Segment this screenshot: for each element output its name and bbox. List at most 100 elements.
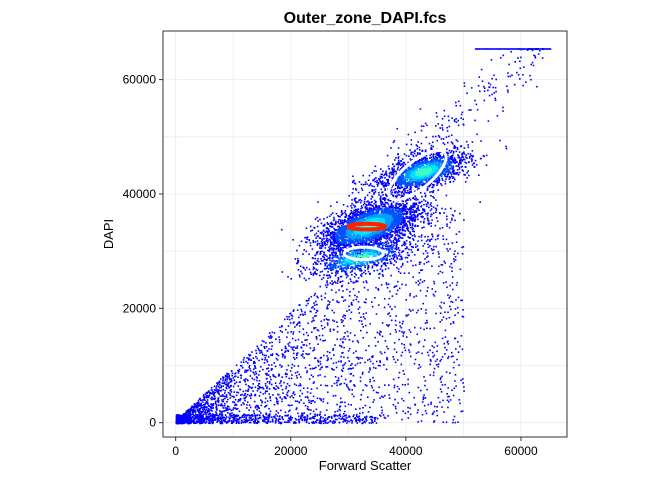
data-point	[394, 319, 397, 322]
data-point	[226, 372, 228, 375]
data-point	[266, 400, 269, 402]
data-point	[316, 413, 319, 416]
data-point	[426, 214, 429, 217]
data-point	[372, 362, 374, 365]
data-point	[253, 360, 255, 363]
data-point	[421, 281, 424, 283]
data-point	[451, 270, 453, 273]
data-point	[393, 139, 396, 142]
data-point	[446, 341, 449, 343]
data-point	[365, 415, 368, 418]
data-point	[397, 376, 400, 379]
data-point	[304, 416, 306, 418]
data-point	[282, 354, 285, 356]
data-point	[223, 395, 226, 398]
data-point	[369, 367, 371, 369]
data-point	[402, 196, 404, 198]
data-point	[422, 396, 425, 398]
data-point	[301, 419, 303, 422]
data-point	[420, 129, 423, 132]
data-point	[395, 261, 398, 263]
data-point	[325, 258, 327, 261]
data-point	[190, 418, 193, 421]
data-point	[455, 118, 457, 120]
data-point	[420, 142, 423, 145]
data-point	[398, 321, 401, 324]
data-point	[331, 280, 333, 282]
data-point	[342, 316, 344, 318]
data-point	[247, 369, 249, 371]
data-point	[392, 356, 394, 358]
data-point	[239, 398, 242, 400]
data-point	[330, 235, 333, 238]
data-point	[300, 354, 303, 356]
data-point	[175, 418, 178, 421]
data-point	[454, 255, 457, 258]
data-point	[443, 212, 445, 214]
data-point	[222, 410, 224, 413]
data-point	[387, 233, 390, 235]
data-point	[324, 296, 326, 299]
data-point	[388, 205, 390, 208]
data-point	[248, 404, 251, 406]
data-point	[271, 331, 274, 334]
data-point	[258, 380, 261, 382]
data-point	[433, 248, 435, 251]
data-point	[457, 306, 459, 309]
data-point	[457, 100, 460, 103]
data-point	[315, 252, 318, 254]
data-point	[366, 194, 369, 197]
data-point	[281, 398, 283, 400]
data-point	[379, 197, 382, 199]
data-point	[257, 417, 260, 420]
data-point	[525, 81, 527, 83]
data-point	[327, 357, 329, 359]
data-point	[306, 266, 308, 269]
data-point	[190, 416, 192, 418]
data-point	[247, 357, 250, 360]
data-point	[272, 374, 274, 376]
data-point	[332, 251, 335, 254]
data-point	[201, 422, 203, 424]
data-point	[322, 230, 325, 232]
data-point	[423, 280, 426, 282]
data-point	[427, 354, 430, 357]
data-point	[344, 401, 346, 404]
data-point	[443, 411, 445, 413]
data-point	[422, 125, 425, 127]
data-point	[245, 395, 248, 398]
data-point	[409, 413, 412, 416]
data-point	[414, 264, 417, 266]
data-point	[339, 223, 341, 225]
data-point	[229, 408, 231, 410]
data-point	[453, 258, 455, 260]
data-point	[266, 386, 269, 388]
data-point	[210, 405, 213, 407]
data-point	[452, 321, 455, 323]
data-point	[321, 334, 324, 337]
data-point	[258, 370, 261, 373]
data-point	[389, 333, 392, 335]
data-point	[439, 127, 441, 129]
data-point	[423, 220, 425, 223]
data-point	[220, 385, 223, 387]
data-point	[238, 410, 241, 413]
data-point	[401, 283, 403, 286]
data-point	[288, 316, 290, 318]
data-point	[294, 417, 297, 420]
data-point	[461, 111, 464, 114]
data-point	[295, 407, 298, 409]
data-point	[229, 392, 231, 395]
data-point	[247, 362, 249, 364]
data-point	[418, 146, 421, 149]
data-point	[332, 395, 335, 397]
data-point	[450, 355, 453, 358]
data-point	[424, 397, 427, 399]
data-point	[436, 204, 439, 207]
data-point	[355, 418, 357, 421]
data-point	[259, 350, 261, 352]
data-point	[414, 224, 417, 227]
data-point	[259, 352, 261, 354]
data-point	[410, 215, 413, 217]
data-point	[351, 274, 353, 276]
